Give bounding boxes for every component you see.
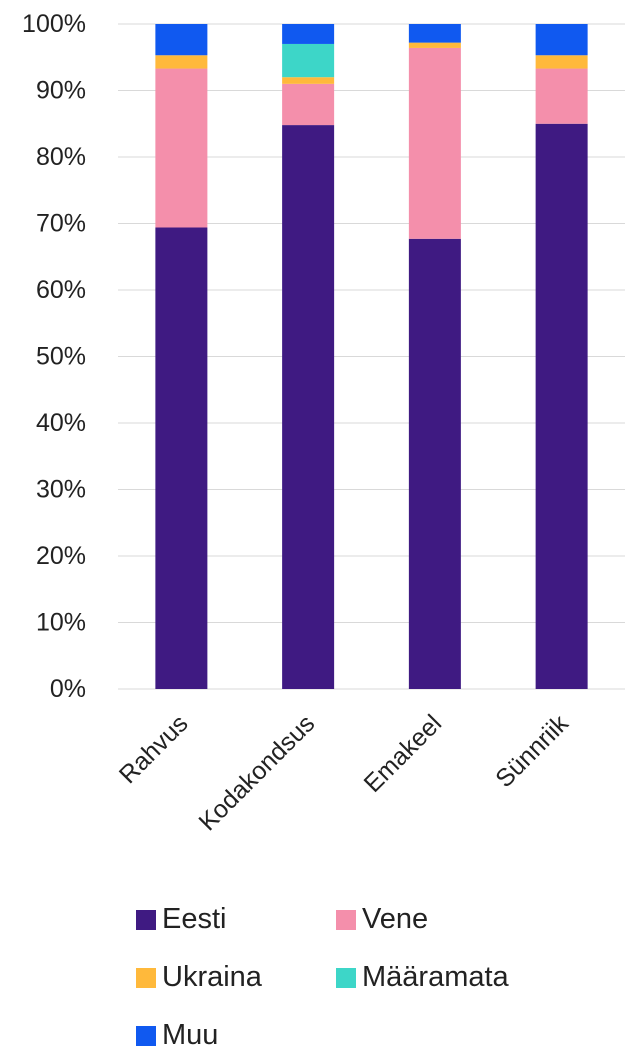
bar-segment-määramata xyxy=(282,43,335,78)
bar-segment-ukraina xyxy=(535,55,588,69)
bar-segment-muu xyxy=(408,24,461,43)
y-tick-label: 20% xyxy=(36,542,86,570)
legend-label: Eesti xyxy=(162,903,227,935)
legend-label: Vene xyxy=(362,903,429,935)
legend-swatch xyxy=(336,909,356,930)
bar-segment-vene xyxy=(155,68,208,228)
legend-item-ukraina: Ukraina xyxy=(136,961,262,994)
stacked-bar-chart: 0% 10% 20% 30% 40% 50% 60% 70% 80% 90% 100% Rahvus… xyxy=(22,10,625,836)
x-category-label: Rahvus xyxy=(114,709,194,789)
bar-segment-eesti xyxy=(408,238,461,690)
legend-item-määramata: Määramata xyxy=(336,961,509,994)
y-tick-label: 0% xyxy=(50,675,86,703)
legend-swatch xyxy=(136,909,156,930)
legend-label: Ukraina xyxy=(162,961,262,993)
legend-swatch xyxy=(336,967,356,988)
y-tick-label: 100% xyxy=(22,10,86,38)
y-tick-label: 70% xyxy=(36,210,86,238)
bar-segment-eesti xyxy=(535,123,588,689)
bar-segment-vene xyxy=(408,47,461,239)
bar-segment-muu xyxy=(282,24,335,44)
bar-segment-ukraina xyxy=(282,77,335,84)
y-tick-label: 50% xyxy=(36,343,86,371)
bar-segment-vene xyxy=(282,83,335,126)
y-tick-label: 80% xyxy=(36,143,86,171)
legend-label: Muu xyxy=(162,1019,219,1051)
x-category-label: Emakeel xyxy=(359,709,448,798)
legend-item-vene: Vene xyxy=(336,903,428,936)
y-tick-label: 10% xyxy=(36,609,86,637)
legend-item-muu: Muu xyxy=(136,1019,218,1052)
bar-segment-ukraina xyxy=(155,55,208,69)
bar-segment-vene xyxy=(535,68,588,124)
x-axis-labels: Rahvus Kodakondsus Emakeel Sünnriik xyxy=(114,709,574,836)
legend-swatch xyxy=(136,967,156,988)
bar-segment-eesti xyxy=(155,227,208,690)
y-tick-label: 90% xyxy=(36,77,86,105)
legend-swatch xyxy=(136,1025,156,1046)
legend-label: Määramata xyxy=(362,961,509,993)
bar-series xyxy=(155,24,588,690)
bar-segment-muu xyxy=(155,24,208,56)
x-category-label: Sünnriik xyxy=(490,709,574,793)
x-category-label: Kodakondsus xyxy=(193,709,320,836)
y-tick-label: 40% xyxy=(36,409,86,437)
y-axis-ticks: 0% 10% 20% 30% 40% 50% 60% 70% 80% 90% 100% xyxy=(22,10,86,703)
bar-segment-eesti xyxy=(282,125,335,689)
y-tick-label: 30% xyxy=(36,476,86,504)
legend-item-eesti: Eesti xyxy=(136,903,226,936)
y-tick-label: 60% xyxy=(36,276,86,304)
bar-segment-muu xyxy=(535,24,588,56)
bar-segment-ukraina xyxy=(408,42,461,48)
